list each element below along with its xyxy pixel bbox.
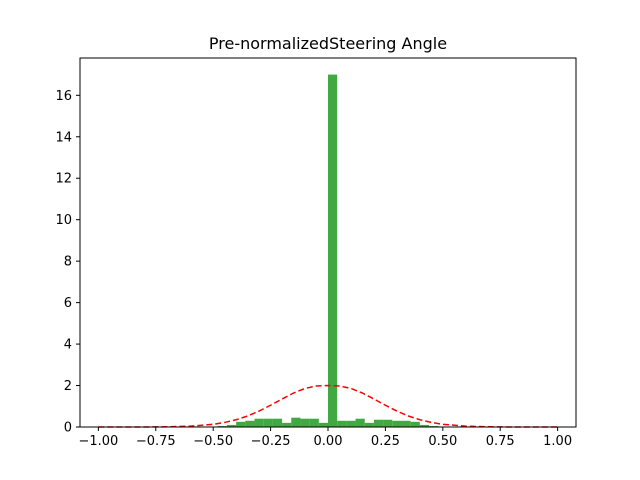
histogram-bar (346, 420, 356, 427)
histogram-bar (263, 418, 273, 427)
x-tick-label: 1.00 (543, 434, 572, 449)
histogram-bar (364, 422, 374, 427)
x-tick-label: 0.00 (314, 434, 343, 449)
x-tick-label: −0.25 (251, 434, 291, 449)
x-tick-label: 0.50 (428, 434, 457, 449)
y-tick-label: 10 (55, 213, 72, 228)
y-tick-label: 0 (64, 421, 72, 436)
histogram-bar (282, 422, 292, 427)
y-tick-label: 8 (64, 255, 72, 270)
y-tick-label: 6 (64, 296, 72, 311)
histogram-bar (236, 421, 246, 427)
x-axis: −1.00 −0.75 −0.50 −0.25 0.00 0.25 0.50 0.75 1.00 (78, 427, 572, 449)
x-tick-label: −1.00 (78, 434, 118, 449)
density-curve (98, 384, 558, 428)
histogram-bar (217, 425, 227, 427)
chart-title: Pre-normalizedSteering Angle (209, 34, 447, 53)
x-tick-label: 0.75 (486, 434, 515, 449)
y-axis: 0 2 4 6 8 10 12 14 16 (55, 89, 80, 436)
histogram-bar (419, 424, 430, 427)
x-tick-label: −0.50 (193, 434, 233, 449)
histogram-bar (355, 418, 365, 427)
histogram-bar (309, 418, 319, 427)
histogram-bar (245, 420, 255, 427)
histogram-bar (291, 417, 301, 427)
y-tick-label: 4 (64, 338, 72, 353)
histogram-bar (337, 420, 347, 427)
histogram-bar (272, 418, 283, 427)
histogram-bar (300, 418, 310, 427)
x-tick-label: 0.25 (371, 434, 400, 449)
y-tick-label: 14 (55, 130, 72, 145)
histogram-bar (410, 421, 420, 427)
histogram-bar (401, 420, 411, 427)
x-tick-label: −0.75 (136, 434, 176, 449)
y-tick-label: 12 (55, 172, 72, 187)
bars-layer (217, 74, 439, 428)
y-tick-label: 2 (64, 379, 72, 394)
histogram-bar (254, 418, 264, 427)
histogram-bar (318, 422, 328, 427)
histogram-bar (328, 74, 338, 428)
y-tick-label: 16 (55, 89, 72, 104)
histogram-bar (429, 425, 439, 427)
histogram-bar (383, 419, 393, 427)
histogram-bar (226, 424, 237, 427)
histogram-bar (392, 420, 402, 427)
histogram-bar (373, 419, 384, 427)
curve-layer (98, 384, 558, 428)
